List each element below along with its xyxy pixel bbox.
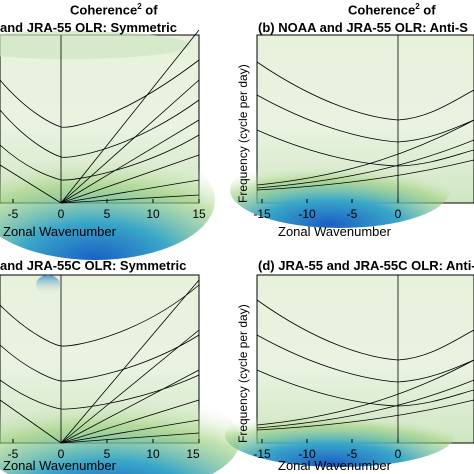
- header-right-suffix: of: [419, 2, 436, 18]
- panel-b-plot: [230, 34, 474, 228]
- tick-label: -15: [253, 447, 271, 461]
- tick-marks: [12, 199, 399, 443]
- panel-d-xlabel: Zonal Wavenumber: [278, 458, 391, 473]
- tick-label: 0: [57, 207, 65, 221]
- tick-label: 0: [394, 207, 402, 221]
- panel-d-plot: [225, 274, 474, 467]
- tick-label: 15: [186, 447, 200, 461]
- header-right-sup: 2: [415, 2, 420, 11]
- header-right-text: Coherence: [348, 2, 416, 18]
- header-left-text: Coherence: [70, 2, 138, 18]
- tick-label: 15: [192, 207, 206, 221]
- panel-c-title: and JRA-55C OLR: Symmetric: [0, 258, 187, 273]
- panel-a-title: and JRA-55 OLR: Symmetric: [0, 20, 177, 35]
- tick-label: 10: [146, 447, 160, 461]
- tick-label: -10: [298, 447, 316, 461]
- header-left: Coherence2 of: [70, 2, 158, 17]
- header-right: Coherence2 of: [348, 2, 436, 17]
- tick-label: -5: [7, 207, 19, 221]
- tick-label: 0: [394, 447, 402, 461]
- tick-label: 5: [103, 207, 111, 221]
- header-left-sup: 2: [137, 2, 142, 11]
- panel-c-xlabel: Zonal Wavenumber: [3, 458, 116, 473]
- tick-label: -15: [253, 207, 271, 221]
- panel-d-ylabel: Frequency (cycle per day): [236, 304, 250, 443]
- tick-label: -5: [346, 447, 358, 461]
- tick-label: 0: [57, 447, 65, 461]
- tick-label: 5: [103, 447, 111, 461]
- panel-c-plot: [0, 274, 240, 474]
- tick-label: 10: [146, 207, 160, 221]
- panel-b-ylabel: Frequency (cycle per day): [236, 64, 250, 203]
- tick-label: -10: [298, 207, 316, 221]
- panel-a-xlabel: Zonal Wavenumber: [3, 224, 116, 239]
- panel-b-title: (b) NOAA and JRA-55 OLR: Anti-S: [258, 20, 468, 35]
- panel-d-title: (d) JRA-55 and JRA-55C OLR: Anti-: [258, 258, 474, 273]
- tick-label: -5: [7, 447, 19, 461]
- tick-label: -5: [346, 207, 358, 221]
- panel-b-xlabel: Zonal Wavenumber: [278, 224, 391, 239]
- header-left-suffix: of: [141, 2, 158, 18]
